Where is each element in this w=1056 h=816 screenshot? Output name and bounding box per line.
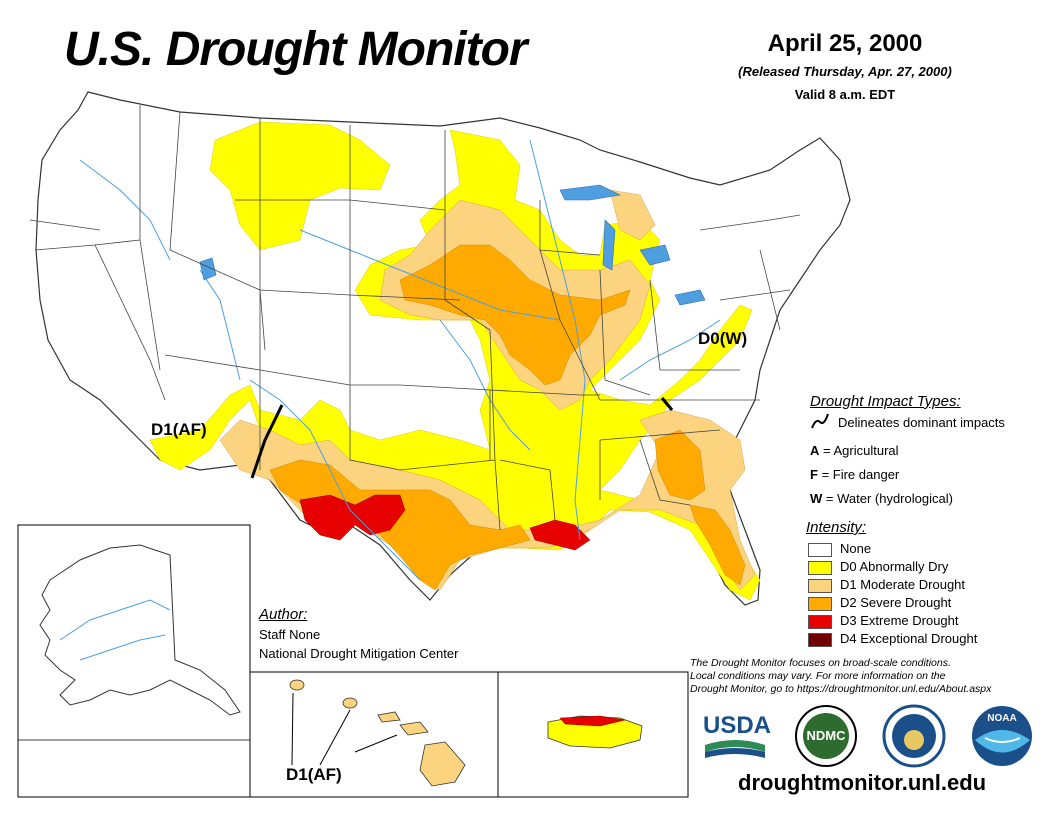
legend-item: None — [808, 541, 871, 557]
state-boundaries — [29, 105, 801, 531]
label-d1af-hawaii: D1(AF) — [286, 765, 342, 784]
legend-item: D1 Moderate Drought — [808, 577, 965, 593]
legend-item: D4 Exceptional Drought — [808, 631, 977, 647]
impact-delineation-lines — [250, 397, 674, 479]
usda-logo — [705, 740, 765, 758]
legend-swatch — [808, 632, 832, 647]
legend-swatch — [808, 578, 832, 593]
hawaii-islands — [289, 679, 466, 787]
commerce-seal — [882, 704, 946, 768]
impact-water: W = Water (hydrological) — [810, 491, 953, 506]
valid-time: Valid 8 a.m. EDT — [794, 87, 896, 102]
footer-url[interactable]: droughtmonitor.unl.edu — [738, 770, 987, 795]
delineation-sample-icon — [811, 413, 829, 429]
rivers — [79, 139, 721, 581]
author-org: National Drought Mitigation Center — [259, 646, 459, 661]
legend-item: D3 Extreme Drought — [808, 613, 959, 629]
map-date: April 25, 2000 — [767, 30, 923, 57]
legend-label: None — [840, 541, 872, 556]
ndmc-text: NDMC — [806, 728, 846, 743]
release-date: (Released Thursday, Apr. 27, 2000) — [738, 64, 952, 79]
page-title: U.S. Drought Monitor — [64, 23, 528, 76]
legend-swatch — [808, 614, 832, 629]
impact-fire: F = Fire danger — [810, 467, 900, 482]
impact-agricultural: A = Agricultural — [810, 443, 899, 458]
lakes — [199, 184, 706, 306]
legend-label: D1 Moderate Drought — [840, 577, 966, 592]
legend-label: D2 Severe Drought — [840, 595, 952, 610]
legend-swatch — [808, 560, 832, 575]
author-name: Staff None — [259, 627, 321, 642]
legend-label: D0 Abnormally Dry — [840, 559, 949, 574]
intensity-heading: Intensity: — [806, 519, 867, 536]
usda-text: USDA — [703, 712, 772, 739]
noaa-logo — [972, 706, 1032, 766]
legend-item: D0 Abnormally Dry — [808, 559, 948, 575]
author-heading: Author: — [259, 606, 308, 623]
disclaimer: The Drought Monitor focuses on broad-sca… — [690, 657, 992, 695]
d3-areas — [299, 494, 591, 551]
legend-item: D2 Severe Drought — [808, 595, 951, 611]
legend-swatch — [808, 542, 832, 557]
noaa-text: NOAA — [987, 713, 1017, 724]
ndmc-logo — [795, 705, 857, 767]
legend-label: D3 Extreme Drought — [840, 613, 959, 628]
impact-types-heading: Drought Impact Types: — [810, 393, 961, 410]
alaska-land — [39, 544, 241, 716]
label-d0w: D0(W) — [698, 329, 748, 348]
legend-swatch — [808, 596, 832, 611]
label-d1af-west: D1(AF) — [151, 420, 207, 439]
impact-delineates: Delineates dominant impacts — [838, 415, 1005, 430]
legend-label: D4 Exceptional Drought — [840, 631, 978, 646]
